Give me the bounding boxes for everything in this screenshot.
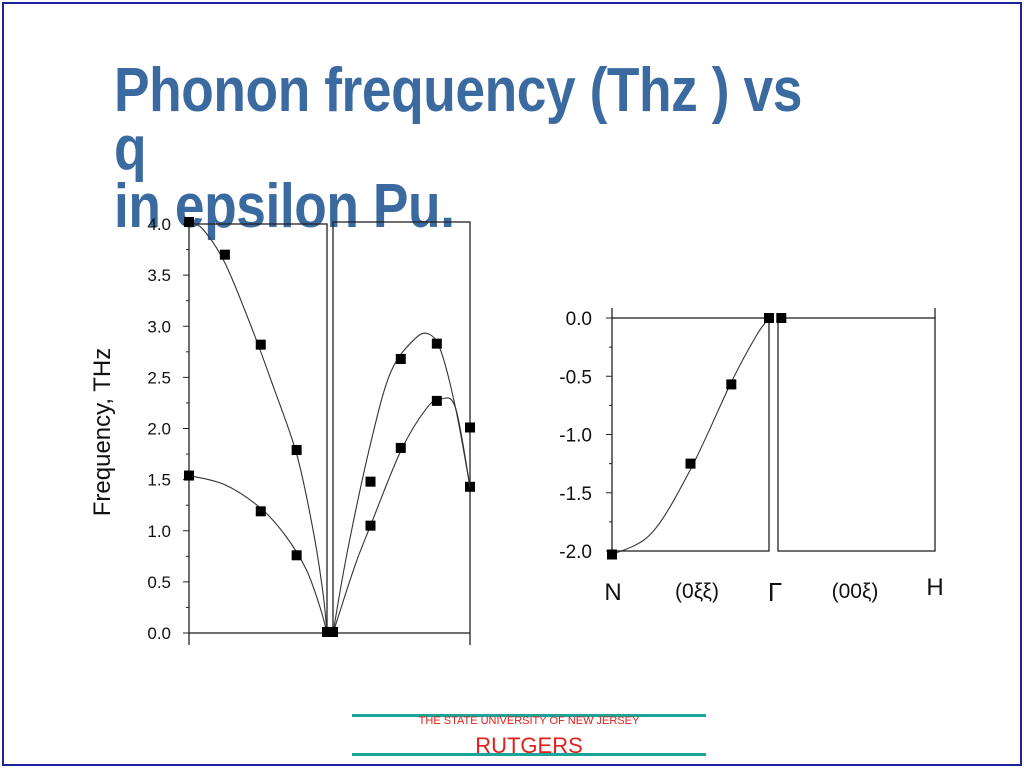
data-point <box>395 353 406 364</box>
data-point <box>291 550 302 561</box>
slide-title: Phonon frequency (Thz ) vs q in epsilon … <box>114 56 819 241</box>
data-point <box>184 470 194 481</box>
right-panel-1 <box>611 317 770 552</box>
logo-tagline: THE STATE UNIVERSITY OF NEW JERSEY <box>418 715 640 727</box>
data-point <box>291 444 302 455</box>
left-chart: 0.0 0.5 1.0 1.5 2.0 2.5 3.0 3.5 4.0 Frequency, TH… <box>89 215 475 645</box>
right-chart: -2.0 -1.5 -1.0 -0.5 0.0 N (0ξξ) Γ (00ξ) H <box>559 308 944 607</box>
data-point <box>764 313 774 323</box>
y-axis-label: Frequency, THz <box>89 348 116 517</box>
y-tick-label: -1.0 <box>559 426 592 447</box>
x-tick-label: N <box>604 579 621 606</box>
right-panel-2 <box>777 317 936 552</box>
y-tick-label: -2.0 <box>559 542 592 563</box>
logo-bottom-bar <box>352 753 706 756</box>
data-point <box>184 216 194 227</box>
title-line-1: Phonon frequency (Thz ) vs q <box>114 56 802 183</box>
title-line-2: in epsilon Pu. <box>114 172 455 241</box>
y-tick-label: 0.0 <box>147 624 171 643</box>
y-tick-label: 0.0 <box>566 309 592 330</box>
data-point <box>365 520 376 531</box>
data-point <box>255 506 266 517</box>
x-tick-label: H <box>926 574 943 601</box>
data-point <box>431 395 442 406</box>
logo-top-bar <box>352 714 706 717</box>
data-point <box>431 338 442 349</box>
data-point <box>219 249 230 260</box>
series-curve <box>332 397 471 634</box>
y-tick-label: -0.5 <box>559 367 592 388</box>
data-point <box>465 422 475 433</box>
data-point <box>395 442 406 453</box>
y-tick-label: 1.5 <box>147 471 171 490</box>
data-point <box>328 626 338 637</box>
data-point <box>365 476 376 487</box>
data-point <box>726 379 737 390</box>
left-panel-1 <box>188 223 328 634</box>
y-tick-label: 3.5 <box>147 266 171 285</box>
data-point <box>255 339 266 350</box>
series-curve <box>332 332 471 634</box>
data-point <box>776 313 787 323</box>
y-tick-label: 2.0 <box>147 420 171 439</box>
x-tick-label: (00ξ) <box>832 580 879 603</box>
y-tick-label: 1.0 <box>147 522 171 541</box>
x-tick-label: Γ <box>768 577 782 607</box>
data-point <box>607 549 617 560</box>
y-tick-label: 2.5 <box>147 368 171 387</box>
x-tick-label: (0ξξ) <box>675 580 719 603</box>
rutgers-logo: THE STATE UNIVERSITY OF NEW JERSEY RUTGE… <box>352 714 706 758</box>
y-tick-label: 0.5 <box>147 573 171 592</box>
series-curve <box>188 475 328 634</box>
series-curve <box>611 317 770 555</box>
y-tick-label: 3.0 <box>147 317 171 336</box>
data-point <box>322 626 332 637</box>
data-point <box>685 458 696 469</box>
series-curve <box>188 221 328 634</box>
y-tick-label: 4.0 <box>147 215 171 234</box>
y-tick-label: -1.5 <box>559 484 592 505</box>
